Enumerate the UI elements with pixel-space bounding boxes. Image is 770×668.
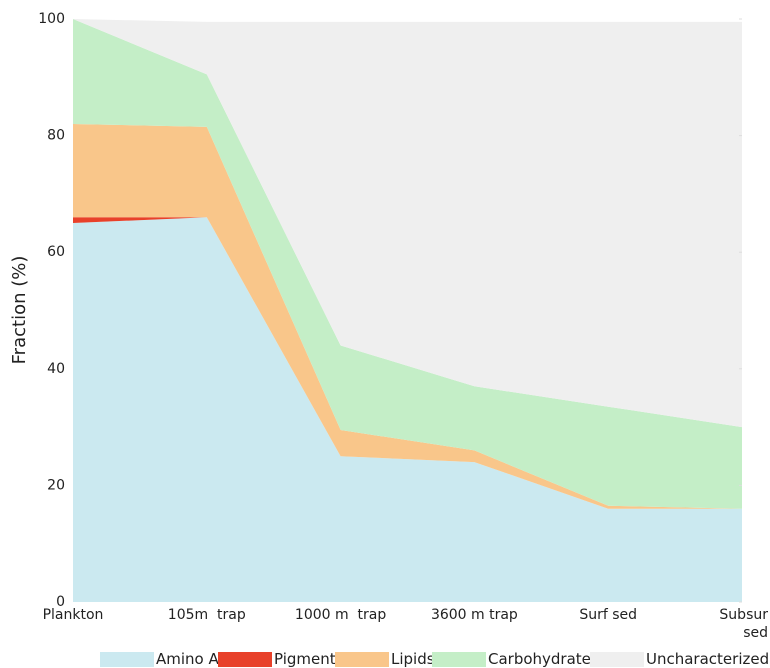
x-tick-label: 3600 m trap [430,607,518,623]
legend-item: Carbohydrates [432,650,599,668]
area [73,217,742,602]
x-tick-label: Subsur sed [719,607,768,641]
legend-label: Uncharacterized [646,650,770,668]
y-tick-label: 60 [47,244,65,260]
legend-item: Lipids [335,650,435,668]
y-tick-label: 0 [56,594,65,610]
legend-swatch [590,651,644,667]
x-tick-label: 1000 m trap [294,607,387,623]
y-tick-label: 100 [38,11,65,27]
legend-swatch [432,651,486,667]
legend-swatch [218,651,272,667]
y-tick-label: 40 [47,361,65,377]
area [73,123,742,509]
x-tick-label: Surf sed [579,607,638,623]
x-tick-label: Plankton [42,607,104,623]
legend-item: Uncharacterized [590,650,769,668]
y-axis-label: Fraction (%) [9,256,30,365]
legend-label: Carbohydrates [488,650,599,668]
legend-swatch [335,651,389,667]
area [73,19,742,509]
legend-label: Lipids [391,650,435,668]
y-tick-label: 20 [47,477,65,493]
area [73,19,742,428]
legend-item: Pigments [218,650,343,668]
legend-label: Pigments [274,650,344,668]
x-tick-label: 105m trap [167,607,246,623]
legend-swatch [100,651,154,667]
y-tick-label: 80 [47,128,65,144]
